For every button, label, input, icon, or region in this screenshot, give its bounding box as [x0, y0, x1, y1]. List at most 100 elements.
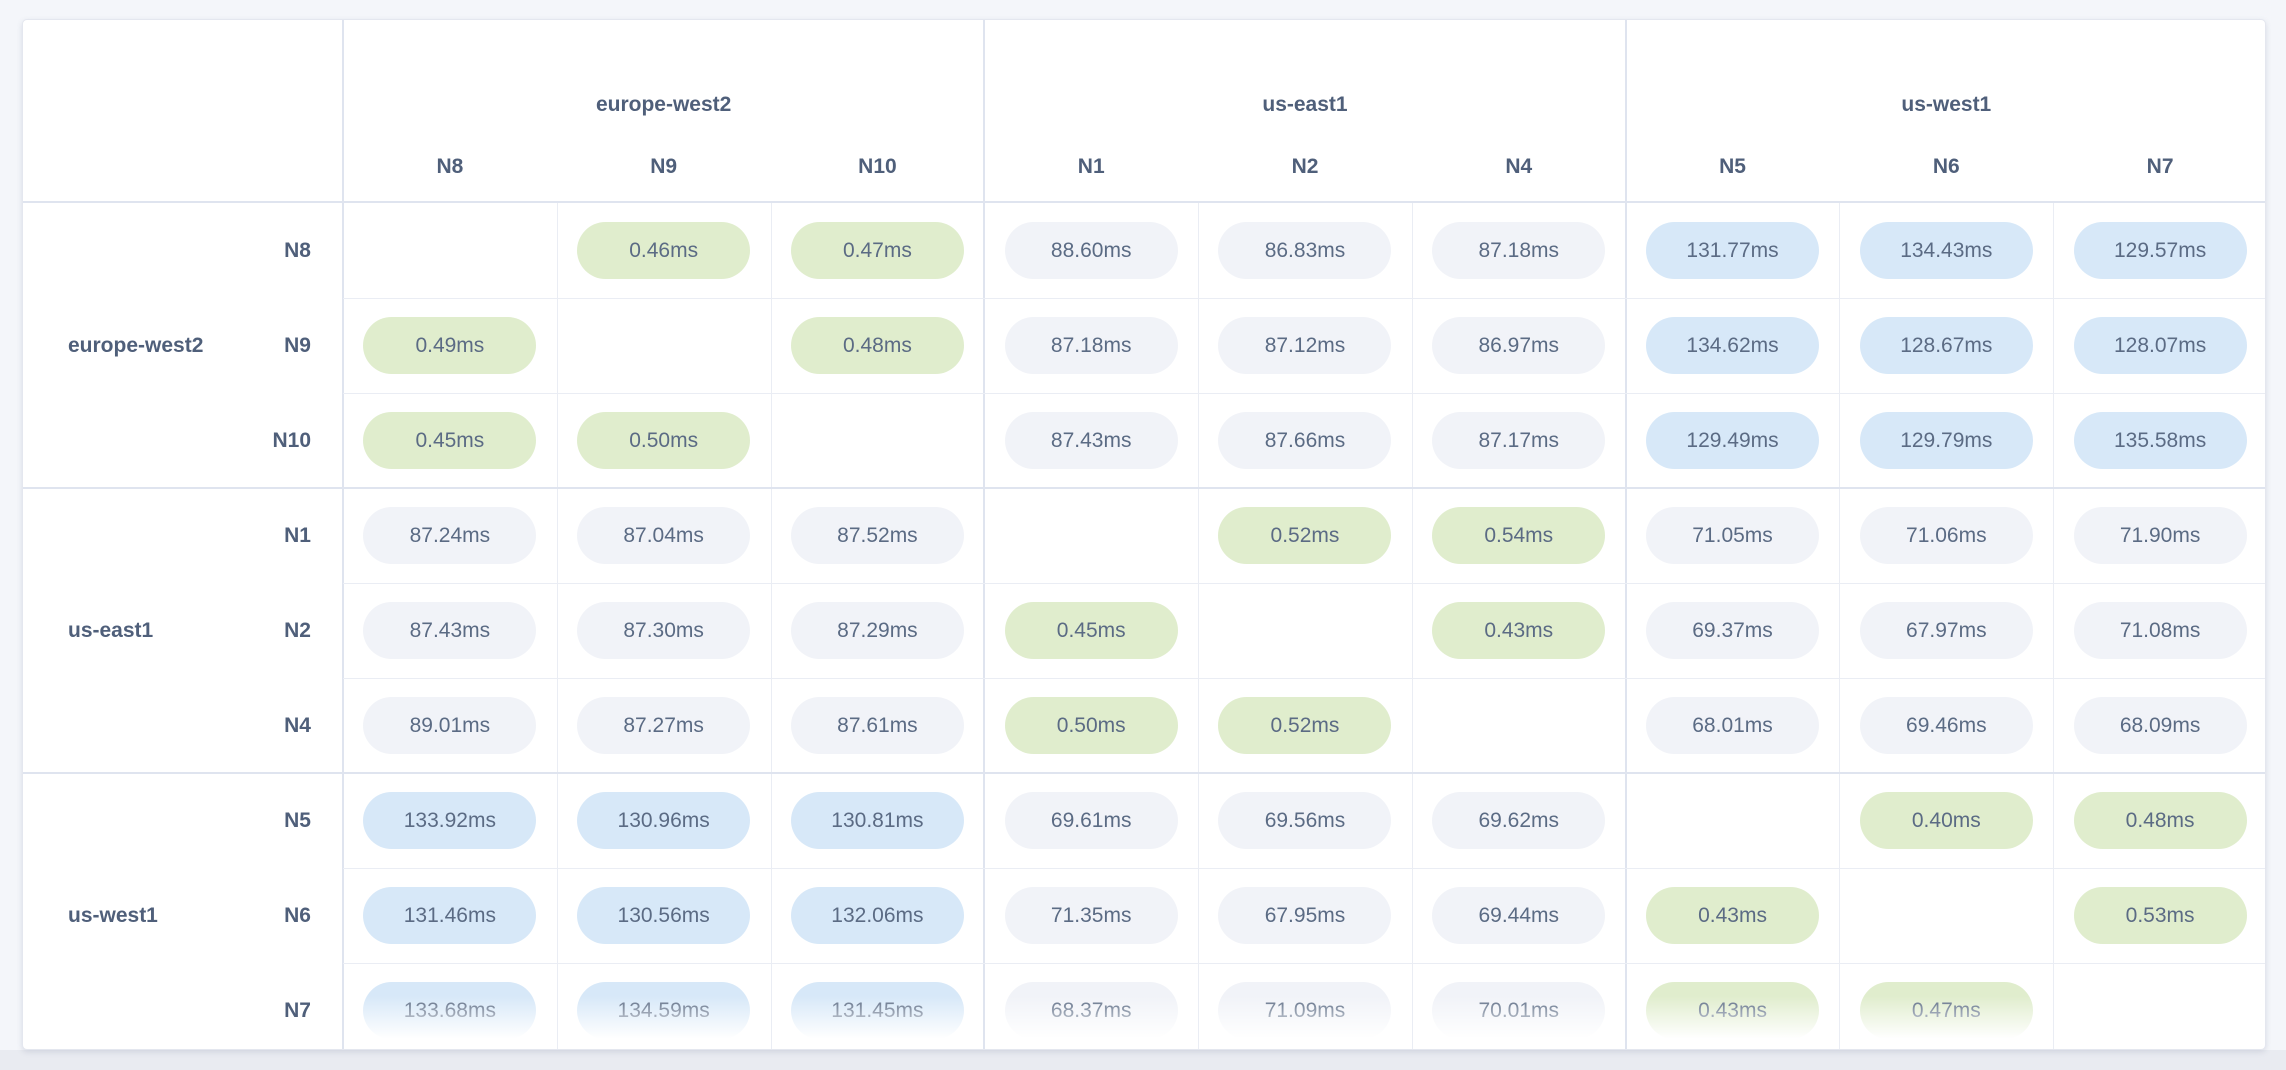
latency-value-pill[interactable]: 71.09ms: [1218, 982, 1392, 1039]
latency-value-pill[interactable]: 134.62ms: [1646, 317, 1820, 374]
latency-value-pill[interactable]: 129.79ms: [1859, 412, 2033, 469]
latency-value-pill[interactable]: 87.18ms: [1004, 317, 1178, 374]
latency-value-pill[interactable]: 69.61ms: [1004, 792, 1178, 849]
latency-cell: 71.08ms: [2053, 583, 2265, 678]
latency-value-pill[interactable]: 0.43ms: [1646, 982, 1820, 1039]
latency-value-pill[interactable]: 71.90ms: [2073, 507, 2247, 564]
latency-cell: 130.96ms: [557, 773, 771, 868]
latency-value-pill[interactable]: 87.17ms: [1432, 412, 1606, 469]
latency-value-pill[interactable]: 87.27ms: [577, 697, 751, 754]
latency-cell: 87.17ms: [1412, 393, 1626, 488]
grid-hline: [23, 772, 2265, 774]
latency-value-pill[interactable]: 87.18ms: [1432, 222, 1606, 279]
column-node-label: N10: [858, 155, 897, 178]
latency-value-pill[interactable]: 67.95ms: [1218, 887, 1392, 944]
grid-hline: [343, 963, 2265, 964]
latency-value-pill[interactable]: 86.83ms: [1218, 222, 1392, 279]
latency-value-pill[interactable]: 131.77ms: [1646, 222, 1820, 279]
latency-value-pill[interactable]: 0.50ms: [577, 412, 751, 469]
latency-value-pill[interactable]: 131.46ms: [363, 887, 537, 944]
latency-value-pill[interactable]: 130.56ms: [577, 887, 751, 944]
latency-cell: 133.92ms: [343, 773, 557, 868]
column-node-label: N1: [1077, 155, 1105, 178]
latency-value-pill[interactable]: 68.01ms: [1646, 697, 1820, 754]
column-node-label: N4: [1505, 155, 1533, 178]
latency-value-pill[interactable]: 0.52ms: [1218, 697, 1392, 754]
latency-value-pill[interactable]: 87.61ms: [790, 697, 964, 754]
column-node-label: N9: [650, 155, 678, 178]
latency-value-pill[interactable]: 131.45ms: [790, 982, 964, 1039]
latency-value-pill[interactable]: 69.44ms: [1432, 887, 1606, 944]
grid-hline: [343, 393, 2265, 394]
latency-value-pill[interactable]: 0.45ms: [363, 412, 537, 469]
latency-value-pill[interactable]: 69.56ms: [1218, 792, 1392, 849]
latency-value-pill[interactable]: 68.09ms: [2073, 697, 2247, 754]
latency-value-pill[interactable]: 86.97ms: [1432, 317, 1606, 374]
latency-cell: 0.49ms: [343, 298, 557, 393]
latency-cell: 133.68ms: [343, 963, 557, 1049]
latency-value-pill[interactable]: 0.47ms: [790, 222, 964, 279]
latency-value-pill[interactable]: 71.35ms: [1004, 887, 1178, 944]
latency-value-pill[interactable]: 134.43ms: [1859, 222, 2033, 279]
latency-value-pill[interactable]: 87.30ms: [577, 602, 751, 659]
latency-value-pill[interactable]: 71.06ms: [1859, 507, 2033, 564]
latency-cell: 0.53ms: [2053, 868, 2265, 963]
latency-value-pill[interactable]: 87.52ms: [790, 507, 964, 564]
latency-value-pill[interactable]: 87.43ms: [1004, 412, 1178, 469]
latency-value-pill[interactable]: 68.37ms: [1004, 982, 1178, 1039]
latency-value-pill[interactable]: 89.01ms: [363, 697, 537, 754]
latency-value-pill[interactable]: 0.45ms: [1004, 602, 1178, 659]
latency-value-pill[interactable]: 0.48ms: [790, 317, 964, 374]
latency-value-pill[interactable]: 133.68ms: [363, 982, 537, 1039]
grid-vline: [1839, 203, 1841, 1049]
latency-value-pill[interactable]: 0.54ms: [1432, 507, 1606, 564]
latency-value-pill[interactable]: 87.24ms: [363, 507, 537, 564]
latency-value-pill[interactable]: 133.92ms: [363, 792, 537, 849]
latency-value-pill[interactable]: 0.40ms: [1859, 792, 2033, 849]
latency-value-pill[interactable]: 70.01ms: [1432, 982, 1606, 1039]
latency-value-pill[interactable]: 135.58ms: [2073, 412, 2247, 469]
latency-value-pill[interactable]: 0.43ms: [1646, 887, 1820, 944]
latency-cell: 0.50ms: [984, 678, 1198, 773]
latency-value-pill[interactable]: 130.81ms: [790, 792, 964, 849]
latency-value-pill[interactable]: 0.50ms: [1004, 697, 1178, 754]
latency-value-pill[interactable]: 87.04ms: [577, 507, 751, 564]
latency-cell: 69.44ms: [1412, 868, 1626, 963]
latency-cell: 70.01ms: [1412, 963, 1626, 1049]
row-region-label: europe-west2: [68, 333, 204, 357]
latency-value-pill[interactable]: 71.05ms: [1646, 507, 1820, 564]
latency-value-pill[interactable]: 134.59ms: [577, 982, 751, 1039]
latency-matrix-card: europe-west2 N8 N9 N10 us-east1 N1 N2 N4 us-west…: [22, 19, 2266, 1050]
latency-value-pill[interactable]: 128.67ms: [1859, 317, 2033, 374]
latency-value-pill[interactable]: 71.08ms: [2073, 602, 2247, 659]
latency-value-pill[interactable]: 129.57ms: [2073, 222, 2247, 279]
latency-value-pill[interactable]: 129.49ms: [1646, 412, 1820, 469]
grid-hline: [23, 487, 2265, 489]
latency-value-pill[interactable]: 0.47ms: [1859, 982, 2033, 1039]
latency-value-pill[interactable]: 69.46ms: [1859, 697, 2033, 754]
latency-cell: 87.04ms: [557, 488, 771, 583]
latency-value-pill[interactable]: 87.12ms: [1218, 317, 1392, 374]
latency-value-pill[interactable]: 69.37ms: [1646, 602, 1820, 659]
latency-value-pill[interactable]: 130.96ms: [577, 792, 751, 849]
latency-value-pill[interactable]: 88.60ms: [1004, 222, 1178, 279]
latency-value-pill[interactable]: 128.07ms: [2073, 317, 2247, 374]
latency-value-pill[interactable]: 0.48ms: [2073, 792, 2247, 849]
latency-cell: 71.06ms: [1839, 488, 2053, 583]
latency-value-pill[interactable]: 0.43ms: [1432, 602, 1606, 659]
latency-value-pill[interactable]: 67.97ms: [1859, 602, 2033, 659]
latency-value-pill[interactable]: 0.52ms: [1218, 507, 1392, 564]
row-node-label: N7: [284, 998, 311, 1022]
latency-value-pill[interactable]: 87.29ms: [790, 602, 964, 659]
latency-value-pill[interactable]: 69.62ms: [1432, 792, 1606, 849]
latency-cell: 87.61ms: [771, 678, 985, 773]
latency-cell: 129.79ms: [1839, 393, 2053, 488]
latency-value-pill[interactable]: 132.06ms: [790, 887, 964, 944]
latency-value-pill[interactable]: 87.43ms: [363, 602, 537, 659]
latency-value-pill[interactable]: 0.53ms: [2073, 887, 2247, 944]
latency-value-pill[interactable]: 0.49ms: [363, 317, 537, 374]
latency-value-pill[interactable]: 87.66ms: [1218, 412, 1392, 469]
latency-value-pill[interactable]: 0.46ms: [577, 222, 751, 279]
latency-cell: 87.18ms: [984, 298, 1198, 393]
latency-cell: 0.43ms: [1626, 868, 1840, 963]
